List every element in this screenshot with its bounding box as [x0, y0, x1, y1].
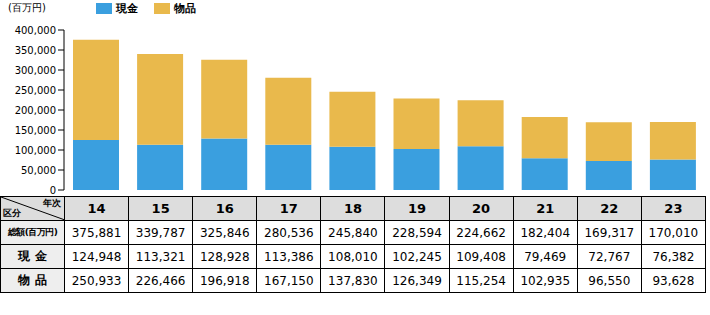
html-text:224,662: 224,662: [456, 225, 506, 240]
html-text:170,010: 170,010: [648, 225, 699, 240]
html-text:21: 21: [536, 201, 555, 216]
html-text:196,918: 196,918: [199, 273, 250, 288]
html-text:113,386: 113,386: [264, 249, 314, 264]
html-text:108,010: 108,010: [328, 249, 378, 264]
html-text:72,767: 72,767: [588, 249, 631, 264]
html-text:物 品: 物 品: [18, 273, 47, 287]
svg-text:250,000: 250,000: [15, 85, 56, 96]
html-text:109,408: 109,408: [456, 249, 506, 264]
html-text:228,594: 228,594: [392, 225, 442, 240]
html-text:18: 18: [343, 201, 362, 216]
html-text:現金: 現金: [116, 2, 138, 15]
html-text:126,349: 126,349: [392, 273, 442, 288]
html-text:226,466: 226,466: [135, 273, 186, 288]
html-text:182,404: 182,404: [520, 225, 570, 240]
html-text:115,254: 115,254: [456, 273, 506, 288]
html-text:14: 14: [87, 201, 106, 216]
html-text:250,933: 250,933: [71, 273, 122, 288]
html-text:113,321: 113,321: [135, 249, 186, 264]
html-text:124,948: 124,948: [71, 249, 122, 264]
html-text:137,830: 137,830: [328, 273, 378, 288]
html-text:96,550: 96,550: [588, 273, 631, 288]
html-text:339,787: 339,787: [135, 225, 186, 240]
html-text:169,317: 169,317: [584, 225, 635, 240]
html-text:93,628: 93,628: [652, 273, 695, 288]
html-text:19: 19: [408, 201, 427, 216]
html-text:102,245: 102,245: [392, 249, 442, 264]
svg-text:150,000: 150,000: [15, 125, 56, 136]
html-text:79,469: 79,469: [524, 249, 567, 264]
html-text:280,536: 280,536: [264, 225, 314, 240]
html-text:15: 15: [151, 201, 170, 216]
html-text:17: 17: [279, 201, 298, 216]
html-text:区分: 区分: [3, 208, 21, 218]
html-text:325,846: 325,846: [199, 225, 250, 240]
html-text:167,150: 167,150: [264, 273, 314, 288]
html-text:22: 22: [600, 201, 619, 216]
html-text:76,382: 76,382: [652, 249, 695, 264]
html-text:16: 16: [215, 201, 234, 216]
svg-text:200,000: 200,000: [15, 105, 56, 116]
svg-text:100,000: 100,000: [15, 145, 56, 156]
html-text:23: 23: [664, 201, 683, 216]
html-text:総額(百万円): 総額(百万円): [7, 227, 58, 237]
svg-text:350,000: 350,000: [15, 45, 56, 56]
html-text:20: 20: [472, 201, 491, 216]
html-text:102,935: 102,935: [520, 273, 570, 288]
html-text:375,881: 375,881: [71, 225, 122, 240]
svg-text:0: 0: [50, 185, 56, 194]
svg-text:300,000: 300,000: [15, 65, 56, 76]
html-text:物品: 物品: [174, 2, 196, 15]
html-text:245,840: 245,840: [328, 225, 378, 240]
svg-text:50,000: 50,000: [21, 165, 56, 176]
html-text:年次: 年次: [43, 198, 61, 208]
svg-text:400,000: 400,000: [15, 25, 56, 36]
html-text:現 金: 現 金: [18, 249, 47, 263]
html-text:(百万円): (百万円): [8, 2, 46, 13]
html-text:128,928: 128,928: [199, 249, 250, 264]
